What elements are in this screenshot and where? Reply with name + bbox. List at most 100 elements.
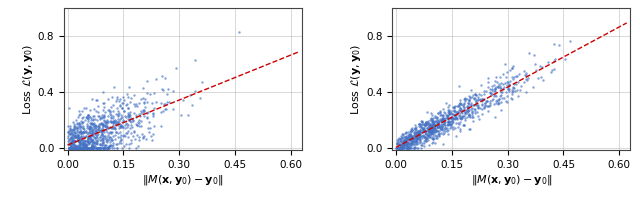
Point — [439, 120, 449, 123]
Point — [403, 133, 413, 136]
Point — [399, 141, 409, 144]
Point — [74, 146, 84, 149]
Point — [487, 92, 497, 95]
Point — [69, 146, 79, 149]
Point — [88, 131, 98, 134]
Point — [420, 131, 431, 134]
Point — [399, 145, 409, 148]
Point — [88, 146, 98, 149]
Point — [412, 137, 422, 141]
Point — [459, 123, 469, 126]
Point — [92, 146, 102, 149]
Point — [431, 120, 441, 123]
Point — [428, 121, 438, 124]
Point — [414, 130, 424, 133]
Point — [128, 134, 138, 137]
Point — [424, 134, 435, 138]
Point — [480, 101, 490, 104]
Point — [88, 122, 99, 126]
Point — [96, 121, 106, 124]
Point — [413, 133, 424, 137]
Point — [422, 122, 433, 126]
Point — [441, 113, 451, 116]
Point — [412, 130, 422, 133]
Point — [445, 111, 456, 114]
Point — [70, 139, 80, 142]
Point — [409, 132, 419, 135]
Point — [84, 142, 94, 145]
Point — [426, 122, 436, 126]
Point — [82, 146, 92, 149]
Point — [103, 146, 113, 149]
Point — [81, 131, 92, 134]
Point — [423, 129, 433, 132]
Point — [420, 135, 431, 138]
Point — [77, 139, 88, 142]
Point — [126, 124, 136, 127]
Point — [97, 137, 108, 140]
Point — [428, 122, 438, 125]
Point — [116, 114, 126, 117]
Point — [92, 98, 102, 102]
Point — [460, 100, 470, 103]
Point — [437, 119, 447, 123]
Point — [92, 98, 102, 102]
Point — [136, 97, 146, 100]
Point — [86, 146, 96, 149]
Point — [109, 125, 119, 128]
Point — [470, 100, 481, 104]
Point — [73, 136, 83, 139]
Point — [76, 124, 86, 127]
Point — [70, 134, 80, 137]
Point — [402, 146, 412, 149]
Point — [397, 146, 408, 149]
Point — [97, 132, 107, 135]
Point — [68, 145, 79, 149]
Point — [95, 138, 106, 142]
Point — [79, 142, 89, 146]
Point — [433, 111, 443, 115]
Point — [423, 122, 433, 126]
Point — [456, 108, 467, 111]
Point — [507, 98, 517, 101]
Point — [513, 80, 524, 84]
Point — [97, 122, 108, 125]
Point — [83, 136, 93, 139]
Point — [406, 135, 416, 138]
Point — [125, 119, 135, 123]
Point — [415, 123, 425, 126]
Point — [83, 146, 93, 149]
Point — [77, 145, 87, 149]
Point — [396, 145, 406, 149]
Point — [426, 129, 436, 132]
Point — [84, 109, 95, 112]
Point — [111, 120, 121, 123]
Point — [102, 135, 112, 138]
Point — [435, 119, 445, 122]
Point — [508, 78, 518, 81]
Point — [412, 132, 422, 135]
Point — [549, 60, 559, 63]
Point — [395, 137, 405, 140]
Point — [76, 130, 86, 133]
Point — [445, 123, 456, 126]
Point — [86, 139, 97, 143]
Point — [102, 133, 113, 137]
Point — [409, 136, 419, 139]
Point — [87, 145, 97, 148]
Point — [195, 97, 205, 100]
Point — [100, 111, 111, 114]
X-axis label: $\Vert M(\mathbf{x}, \mathbf{y}_0) - \mathbf{y}_0 \Vert$: $\Vert M(\mathbf{x}, \mathbf{y}_0) - \ma… — [142, 173, 224, 187]
Point — [95, 146, 106, 149]
Point — [411, 137, 421, 140]
Point — [491, 76, 501, 79]
Point — [97, 136, 107, 139]
Point — [94, 125, 104, 129]
Point — [521, 77, 531, 80]
Point — [404, 146, 414, 149]
Point — [412, 137, 422, 140]
Point — [97, 132, 108, 135]
Point — [119, 144, 129, 148]
Point — [435, 128, 445, 132]
Point — [88, 122, 98, 125]
